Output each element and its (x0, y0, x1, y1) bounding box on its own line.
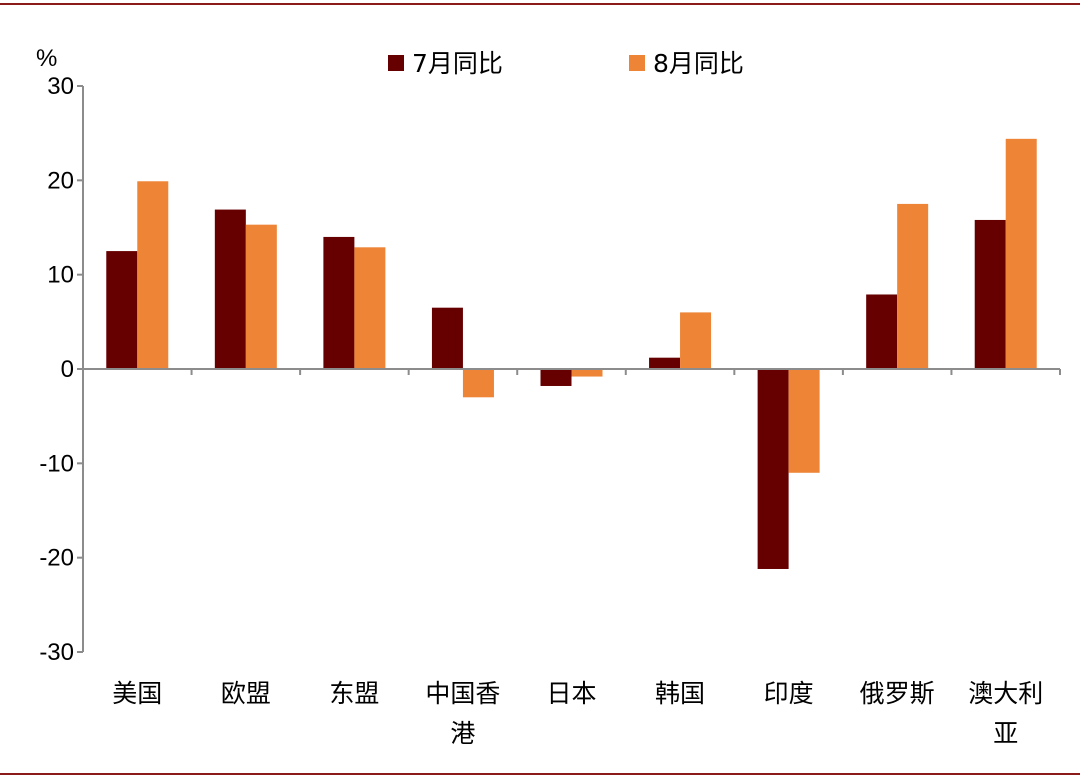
y-tick-label: -10 (39, 450, 74, 477)
bar-july (649, 357, 681, 369)
category-label: 欧盟 (221, 679, 271, 708)
bar-august (1005, 138, 1037, 369)
category-label: 澳大利 (968, 679, 1043, 708)
category-label: 港 (450, 719, 475, 748)
bar-july (757, 369, 789, 569)
bar-july (323, 236, 355, 369)
top-border-line (0, 3, 1080, 5)
bar-july (106, 251, 138, 369)
y-tick-label: 0 (61, 356, 74, 383)
bar-july (866, 294, 898, 369)
bar-july (214, 209, 246, 369)
legend-label: 7月同比 (412, 49, 503, 78)
y-tick-label: 10 (47, 262, 74, 289)
category-label: 印度 (764, 679, 814, 708)
category-label: 美国 (112, 679, 162, 708)
y-axis-unit-label: % (36, 45, 57, 72)
legend-swatch (388, 55, 404, 71)
y-axis-ticks: 30 20 10 0 -10 -20 -30 (39, 73, 83, 666)
legend-label: 8月同比 (653, 49, 744, 78)
bar-august (137, 181, 169, 369)
category-label: 俄罗斯 (860, 679, 935, 708)
bar-august (788, 369, 820, 473)
y-tick-label: -30 (39, 639, 74, 666)
category-label: 中国香 (425, 679, 500, 708)
y-tick-label: 20 (47, 167, 74, 194)
bar-august (245, 224, 277, 369)
bar-group (106, 138, 1037, 569)
chart-legend: 7月同比 8月同比 (388, 49, 744, 78)
bar-july (540, 369, 572, 386)
category-label: 东盟 (329, 679, 379, 708)
bottom-border-line (0, 773, 1080, 775)
category-label: 日本 (546, 679, 596, 708)
bar-july (431, 307, 463, 369)
legend-swatch (629, 55, 645, 71)
category-label: 韩国 (655, 679, 705, 708)
bar-july (974, 219, 1006, 369)
bar-august (462, 369, 494, 398)
y-tick-label: -20 (39, 545, 74, 572)
bar-august (680, 312, 712, 369)
bar-august (897, 203, 929, 369)
chart-axes (82, 86, 1061, 652)
bar-august (571, 369, 603, 377)
bar-august (354, 247, 386, 369)
category-label: 亚 (993, 719, 1018, 748)
y-tick-label: 30 (47, 73, 74, 100)
